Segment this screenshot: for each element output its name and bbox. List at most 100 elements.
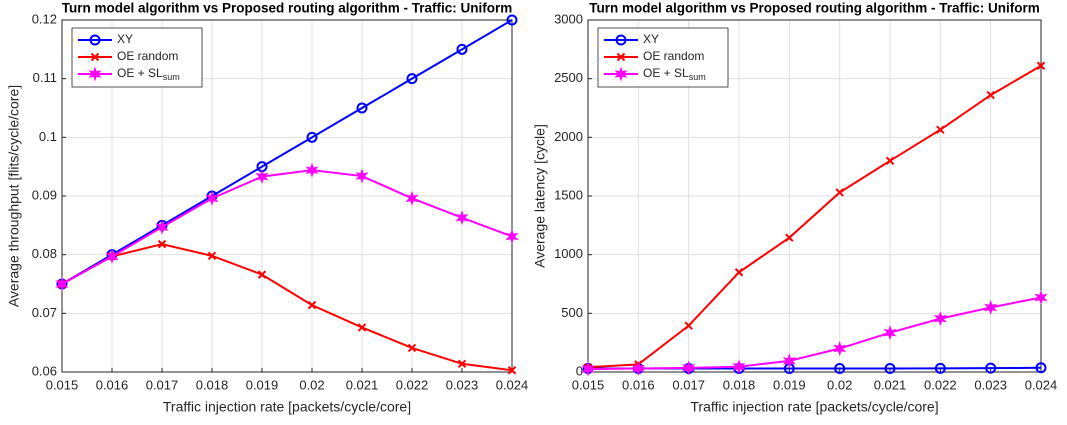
legend-name: OE + SL — [117, 66, 163, 80]
marker — [834, 362, 846, 374]
marker — [984, 299, 998, 315]
y-tick-label: 0.12 — [32, 11, 57, 26]
x-tick-label: 0.018 — [723, 377, 756, 392]
marker — [833, 341, 847, 357]
legend-subscript: sum — [689, 72, 706, 82]
y-tick-label: 0.11 — [33, 70, 57, 85]
marker — [257, 270, 267, 279]
series-line — [61, 19, 513, 285]
legend-label: XY — [117, 32, 133, 46]
x-tick-label: 0.02 — [299, 377, 324, 392]
marker — [90, 52, 100, 62]
marker — [581, 361, 595, 377]
legend-subscript: sum — [163, 72, 180, 82]
marker — [305, 162, 319, 178]
marker — [614, 66, 628, 82]
y-tick-label: 0.09 — [32, 187, 57, 202]
marker — [155, 219, 169, 235]
y-tick-label: 1500 — [554, 187, 583, 202]
marker — [835, 188, 844, 197]
marker — [682, 360, 696, 376]
marker — [406, 73, 418, 85]
marker — [934, 362, 946, 374]
marker — [307, 300, 317, 310]
x-tick-label: 0.021 — [874, 377, 907, 392]
x-tick-label: 0.018 — [196, 377, 229, 392]
marker — [936, 125, 945, 134]
marker — [456, 43, 468, 55]
marker — [356, 102, 368, 114]
y-tick-label: 3000 — [554, 11, 583, 26]
legend-name: XY — [117, 32, 133, 46]
marker — [884, 362, 896, 374]
y-tick-label: 1000 — [554, 246, 583, 261]
x-tick-label: 0.015 — [46, 377, 79, 392]
y-axis-label: Average throughput [flits/cycle/core] — [6, 85, 22, 307]
plot-frame — [587, 19, 1042, 373]
marker — [1035, 362, 1047, 374]
x-tick-label: 0.019 — [246, 377, 279, 392]
marker — [306, 131, 318, 143]
x-tick-label: 0.017 — [146, 377, 179, 392]
y-tick-label: 0.08 — [32, 246, 57, 261]
marker — [734, 268, 744, 277]
series-line — [61, 243, 513, 372]
marker — [407, 343, 417, 353]
marker — [986, 90, 995, 100]
plot-frame — [61, 19, 513, 373]
y-tick-label: 0.1 — [39, 129, 57, 144]
marker — [105, 248, 119, 264]
marker — [507, 366, 517, 375]
marker — [1036, 61, 1046, 70]
legend-name: OE random — [117, 49, 178, 63]
x-tick-label: 0.021 — [346, 377, 379, 392]
marker — [933, 311, 947, 327]
marker — [684, 321, 693, 330]
marker — [985, 362, 997, 374]
marker — [455, 210, 469, 226]
y-tick-label: 0.07 — [32, 305, 57, 320]
marker — [785, 233, 794, 242]
y-tick-label: 2500 — [554, 70, 583, 85]
x-tick-label: 0.016 — [622, 377, 655, 392]
legend-label: OE + SLsum — [643, 66, 706, 82]
x-axis-label: Traffic injection rate [packets/cycle/co… — [690, 399, 938, 415]
x-tick-label: 0.024 — [496, 377, 529, 392]
legend-label: OE random — [117, 49, 178, 63]
marker — [89, 34, 101, 46]
x-tick-label: 0.02 — [827, 377, 852, 392]
series-line — [587, 64, 1042, 369]
x-tick-label: 0.024 — [1025, 377, 1058, 392]
marker — [157, 239, 167, 249]
marker — [616, 52, 626, 62]
marker — [207, 251, 217, 261]
y-tick-label: 0 — [576, 363, 583, 378]
legend-name: OE random — [643, 49, 704, 63]
legend-label: OE random — [643, 49, 704, 63]
marker — [457, 359, 467, 368]
marker — [885, 156, 895, 166]
chart-title: Turn model algorithm vs Proposed routing… — [62, 1, 513, 16]
legend-name: XY — [643, 32, 659, 46]
legend-name: OE + SL — [643, 66, 689, 80]
marker — [883, 325, 897, 341]
y-tick-label: 2000 — [554, 129, 583, 144]
marker — [615, 34, 627, 46]
marker — [205, 190, 219, 206]
marker — [505, 228, 519, 245]
marker — [255, 169, 269, 185]
legend-label: XY — [643, 32, 659, 46]
marker — [355, 168, 369, 184]
y-axis-label: Average latency [cycle] — [532, 124, 548, 268]
marker — [506, 14, 518, 26]
marker — [55, 276, 69, 292]
series-line — [587, 296, 1042, 371]
x-axis-label: Traffic injection rate [packets/cycle/co… — [163, 399, 411, 415]
marker — [732, 359, 746, 375]
x-tick-label: 0.019 — [773, 377, 806, 392]
x-tick-label: 0.015 — [572, 377, 605, 392]
marker — [782, 353, 796, 369]
marker — [631, 360, 645, 377]
x-tick-label: 0.022 — [924, 377, 957, 392]
